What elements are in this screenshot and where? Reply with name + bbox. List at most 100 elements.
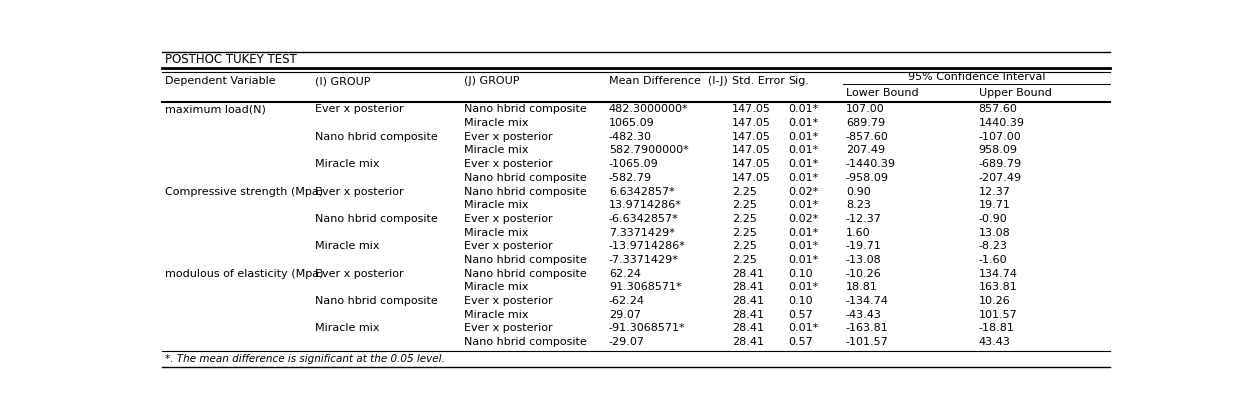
Text: Dependent Variable: Dependent Variable: [166, 76, 276, 86]
Text: Compressive strength (Mpa): Compressive strength (Mpa): [166, 186, 323, 196]
Text: (I) GROUP: (I) GROUP: [315, 76, 371, 86]
Text: Ever x posterior: Ever x posterior: [464, 241, 552, 251]
Text: 0.01*: 0.01*: [789, 159, 818, 169]
Text: 0.01*: 0.01*: [789, 173, 818, 183]
Text: 134.74: 134.74: [979, 269, 1017, 279]
Text: 2.25: 2.25: [732, 214, 756, 224]
Text: 857.60: 857.60: [979, 104, 1017, 114]
Text: -10.26: -10.26: [845, 269, 881, 279]
Text: 147.05: 147.05: [732, 104, 771, 114]
Text: 13.08: 13.08: [979, 228, 1011, 238]
Text: -1440.39: -1440.39: [845, 159, 896, 169]
Text: 1440.39: 1440.39: [979, 118, 1025, 128]
Text: 0.01*: 0.01*: [789, 241, 818, 251]
Text: Mean Difference  (I-J): Mean Difference (I-J): [609, 76, 728, 86]
Text: 0.57: 0.57: [789, 337, 813, 347]
Text: 0.10: 0.10: [789, 296, 813, 306]
Text: 28.41: 28.41: [732, 323, 764, 333]
Text: 62.24: 62.24: [609, 269, 640, 279]
Text: 0.01*: 0.01*: [789, 118, 818, 128]
Text: 10.26: 10.26: [979, 296, 1011, 306]
Text: -7.3371429*: -7.3371429*: [609, 255, 679, 265]
Text: 147.05: 147.05: [732, 132, 771, 142]
Text: 0.10: 0.10: [789, 269, 813, 279]
Text: Ever x posterior: Ever x posterior: [315, 104, 403, 114]
Text: 0.01*: 0.01*: [789, 200, 818, 210]
Text: -1.60: -1.60: [979, 255, 1007, 265]
Text: 1065.09: 1065.09: [609, 118, 655, 128]
Text: 2.25: 2.25: [732, 200, 756, 210]
Text: 0.90: 0.90: [845, 186, 870, 196]
Text: 8.23: 8.23: [845, 200, 871, 210]
Text: 28.41: 28.41: [732, 310, 764, 319]
Text: -62.24: -62.24: [609, 296, 645, 306]
Text: *. The mean difference is significant at the 0.05 level.: *. The mean difference is significant at…: [166, 354, 445, 364]
Text: 28.41: 28.41: [732, 296, 764, 306]
Text: 689.79: 689.79: [845, 118, 885, 128]
Text: 0.02*: 0.02*: [789, 214, 818, 224]
Text: 12.37: 12.37: [979, 186, 1011, 196]
Text: 582.7900000*: 582.7900000*: [609, 146, 688, 156]
Text: Nano hbrid composite: Nano hbrid composite: [315, 296, 438, 306]
Text: Nano hbrid composite: Nano hbrid composite: [464, 186, 587, 196]
Text: Ever x posterior: Ever x posterior: [464, 323, 552, 333]
Text: 147.05: 147.05: [732, 159, 771, 169]
Text: Ever x posterior: Ever x posterior: [315, 269, 403, 279]
Text: -0.90: -0.90: [979, 214, 1007, 224]
Text: -12.37: -12.37: [845, 214, 881, 224]
Text: -43.43: -43.43: [845, 310, 881, 319]
Text: Miracle mix: Miracle mix: [464, 228, 528, 238]
Text: 207.49: 207.49: [845, 146, 885, 156]
Text: Miracle mix: Miracle mix: [464, 310, 528, 319]
Text: Nano hbrid composite: Nano hbrid composite: [464, 269, 587, 279]
Text: 6.6342857*: 6.6342857*: [609, 186, 675, 196]
Text: -689.79: -689.79: [979, 159, 1022, 169]
Text: -958.09: -958.09: [845, 173, 889, 183]
Text: Sig.: Sig.: [789, 76, 810, 86]
Text: Nano hbrid composite: Nano hbrid composite: [464, 104, 587, 114]
Text: modulous of elasticity (Mpa): modulous of elasticity (Mpa): [166, 269, 324, 279]
Text: 0.01*: 0.01*: [789, 255, 818, 265]
Text: 13.9714286*: 13.9714286*: [609, 200, 682, 210]
Text: 1.60: 1.60: [845, 228, 870, 238]
Text: Miracle mix: Miracle mix: [464, 118, 528, 128]
Text: Miracle mix: Miracle mix: [315, 159, 379, 169]
Text: -18.81: -18.81: [979, 323, 1015, 333]
Text: 107.00: 107.00: [845, 104, 885, 114]
Text: 29.07: 29.07: [609, 310, 640, 319]
Text: 482.3000000*: 482.3000000*: [609, 104, 688, 114]
Text: 2.25: 2.25: [732, 186, 756, 196]
Text: Miracle mix: Miracle mix: [315, 323, 379, 333]
Text: -8.23: -8.23: [979, 241, 1007, 251]
Text: 18.81: 18.81: [845, 282, 878, 292]
Text: Ever x posterior: Ever x posterior: [464, 159, 552, 169]
Text: -134.74: -134.74: [845, 296, 889, 306]
Text: -13.08: -13.08: [845, 255, 881, 265]
Text: 147.05: 147.05: [732, 118, 771, 128]
Text: Miracle mix: Miracle mix: [315, 241, 379, 251]
Text: -107.00: -107.00: [979, 132, 1021, 142]
Text: 28.41: 28.41: [732, 269, 764, 279]
Text: 28.41: 28.41: [732, 337, 764, 347]
Text: Nano hbrid composite: Nano hbrid composite: [464, 173, 587, 183]
Text: 28.41: 28.41: [732, 282, 764, 292]
Text: Nano hbrid composite: Nano hbrid composite: [464, 255, 587, 265]
Text: 7.3371429*: 7.3371429*: [609, 228, 675, 238]
Text: Ever x posterior: Ever x posterior: [464, 132, 552, 142]
Text: -19.71: -19.71: [845, 241, 881, 251]
Text: 95% Confidence Interval: 95% Confidence Interval: [908, 72, 1046, 82]
Text: 2.25: 2.25: [732, 241, 756, 251]
Text: 147.05: 147.05: [732, 146, 771, 156]
Text: 19.71: 19.71: [979, 200, 1011, 210]
Text: 0.01*: 0.01*: [789, 228, 818, 238]
Text: 958.09: 958.09: [979, 146, 1017, 156]
Text: 147.05: 147.05: [732, 173, 771, 183]
Text: Upper Bound: Upper Bound: [979, 89, 1052, 99]
Text: Ever x posterior: Ever x posterior: [464, 296, 552, 306]
Text: -101.57: -101.57: [845, 337, 889, 347]
Text: Miracle mix: Miracle mix: [464, 200, 528, 210]
Text: 0.01*: 0.01*: [789, 282, 818, 292]
Text: -582.79: -582.79: [609, 173, 651, 183]
Text: -13.9714286*: -13.9714286*: [609, 241, 686, 251]
Text: Lower Bound: Lower Bound: [845, 89, 918, 99]
